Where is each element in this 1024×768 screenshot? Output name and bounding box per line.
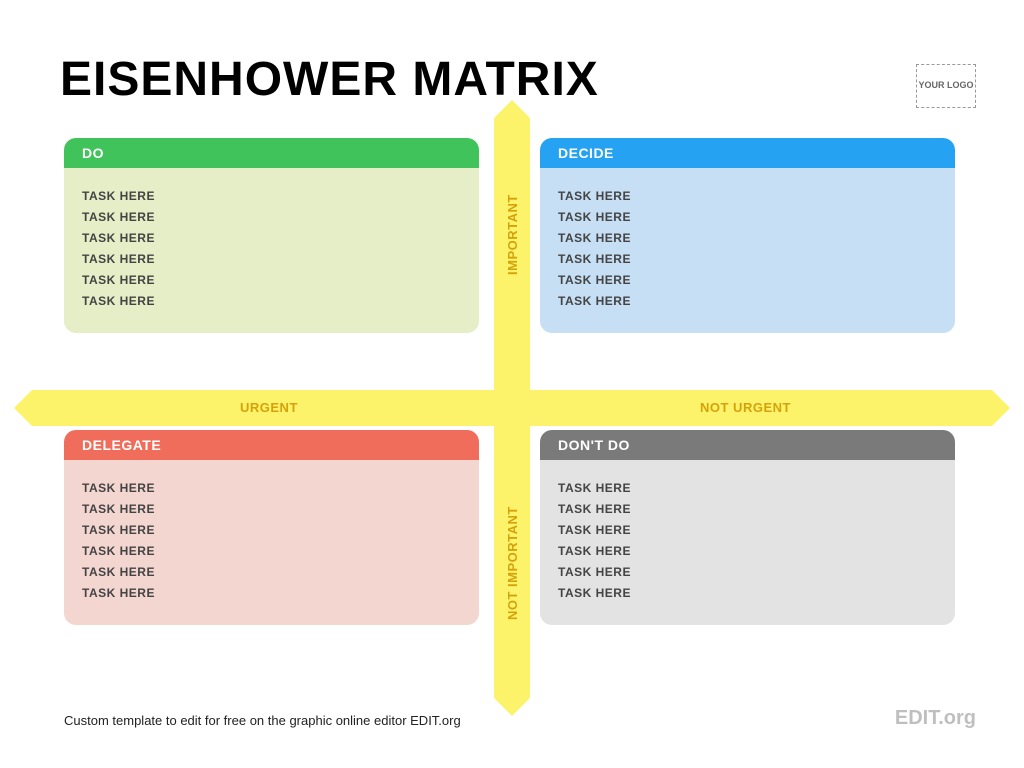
task-item[interactable]: TASK HERE — [558, 252, 937, 266]
quadrant-decide-body: TASK HERE TASK HERE TASK HERE TASK HERE … — [540, 168, 955, 333]
quadrant-delegate-body: TASK HERE TASK HERE TASK HERE TASK HERE … — [64, 460, 479, 625]
quadrant-dontdo-header: DON'T DO — [540, 430, 955, 460]
task-item[interactable]: TASK HERE — [558, 544, 937, 558]
task-item[interactable]: TASK HERE — [82, 502, 461, 516]
axis-label-important: IMPORTANT — [505, 194, 520, 275]
axis-label-not-urgent: NOT URGENT — [700, 400, 791, 415]
task-item[interactable]: TASK HERE — [82, 565, 461, 579]
quadrant-dontdo-body: TASK HERE TASK HERE TASK HERE TASK HERE … — [540, 460, 955, 625]
logo-placeholder[interactable]: YOUR LOGO — [916, 64, 976, 108]
task-item[interactable]: TASK HERE — [558, 523, 937, 537]
task-item[interactable]: TASK HERE — [82, 294, 461, 308]
task-item[interactable]: TASK HERE — [82, 273, 461, 287]
task-item[interactable]: TASK HERE — [82, 231, 461, 245]
quadrant-do[interactable]: DO TASK HERE TASK HERE TASK HERE TASK HE… — [64, 138, 479, 333]
quadrant-do-header: DO — [64, 138, 479, 168]
task-item[interactable]: TASK HERE — [558, 565, 937, 579]
task-item[interactable]: TASK HERE — [82, 523, 461, 537]
task-item[interactable]: TASK HERE — [558, 502, 937, 516]
task-item[interactable]: TASK HERE — [82, 481, 461, 495]
task-item[interactable]: TASK HERE — [82, 586, 461, 600]
quadrant-dontdo[interactable]: DON'T DO TASK HERE TASK HERE TASK HERE T… — [540, 430, 955, 625]
footer-brand: EDIT.org — [895, 707, 976, 730]
quadrant-decide[interactable]: DECIDE TASK HERE TASK HERE TASK HERE TAS… — [540, 138, 955, 333]
quadrant-delegate-header: DELEGATE — [64, 430, 479, 460]
task-item[interactable]: TASK HERE — [558, 294, 937, 308]
axis-label-not-important: NOT IMPORTANT — [505, 506, 520, 620]
task-item[interactable]: TASK HERE — [558, 586, 937, 600]
task-item[interactable]: TASK HERE — [82, 544, 461, 558]
task-item[interactable]: TASK HERE — [558, 481, 937, 495]
canvas: EISENHOWER MATRIX YOUR LOGO URGENT NOT U… — [0, 0, 1024, 768]
footer-note: Custom template to edit for free on the … — [64, 713, 461, 728]
task-item[interactable]: TASK HERE — [82, 252, 461, 266]
quadrant-delegate[interactable]: DELEGATE TASK HERE TASK HERE TASK HERE T… — [64, 430, 479, 625]
page-title: EISENHOWER MATRIX — [60, 52, 599, 107]
task-item[interactable]: TASK HERE — [558, 231, 937, 245]
task-item[interactable]: TASK HERE — [558, 210, 937, 224]
task-item[interactable]: TASK HERE — [82, 210, 461, 224]
quadrant-do-body: TASK HERE TASK HERE TASK HERE TASK HERE … — [64, 168, 479, 333]
task-item[interactable]: TASK HERE — [558, 273, 937, 287]
task-item[interactable]: TASK HERE — [558, 189, 937, 203]
quadrant-decide-header: DECIDE — [540, 138, 955, 168]
axis-label-urgent: URGENT — [240, 400, 298, 415]
task-item[interactable]: TASK HERE — [82, 189, 461, 203]
